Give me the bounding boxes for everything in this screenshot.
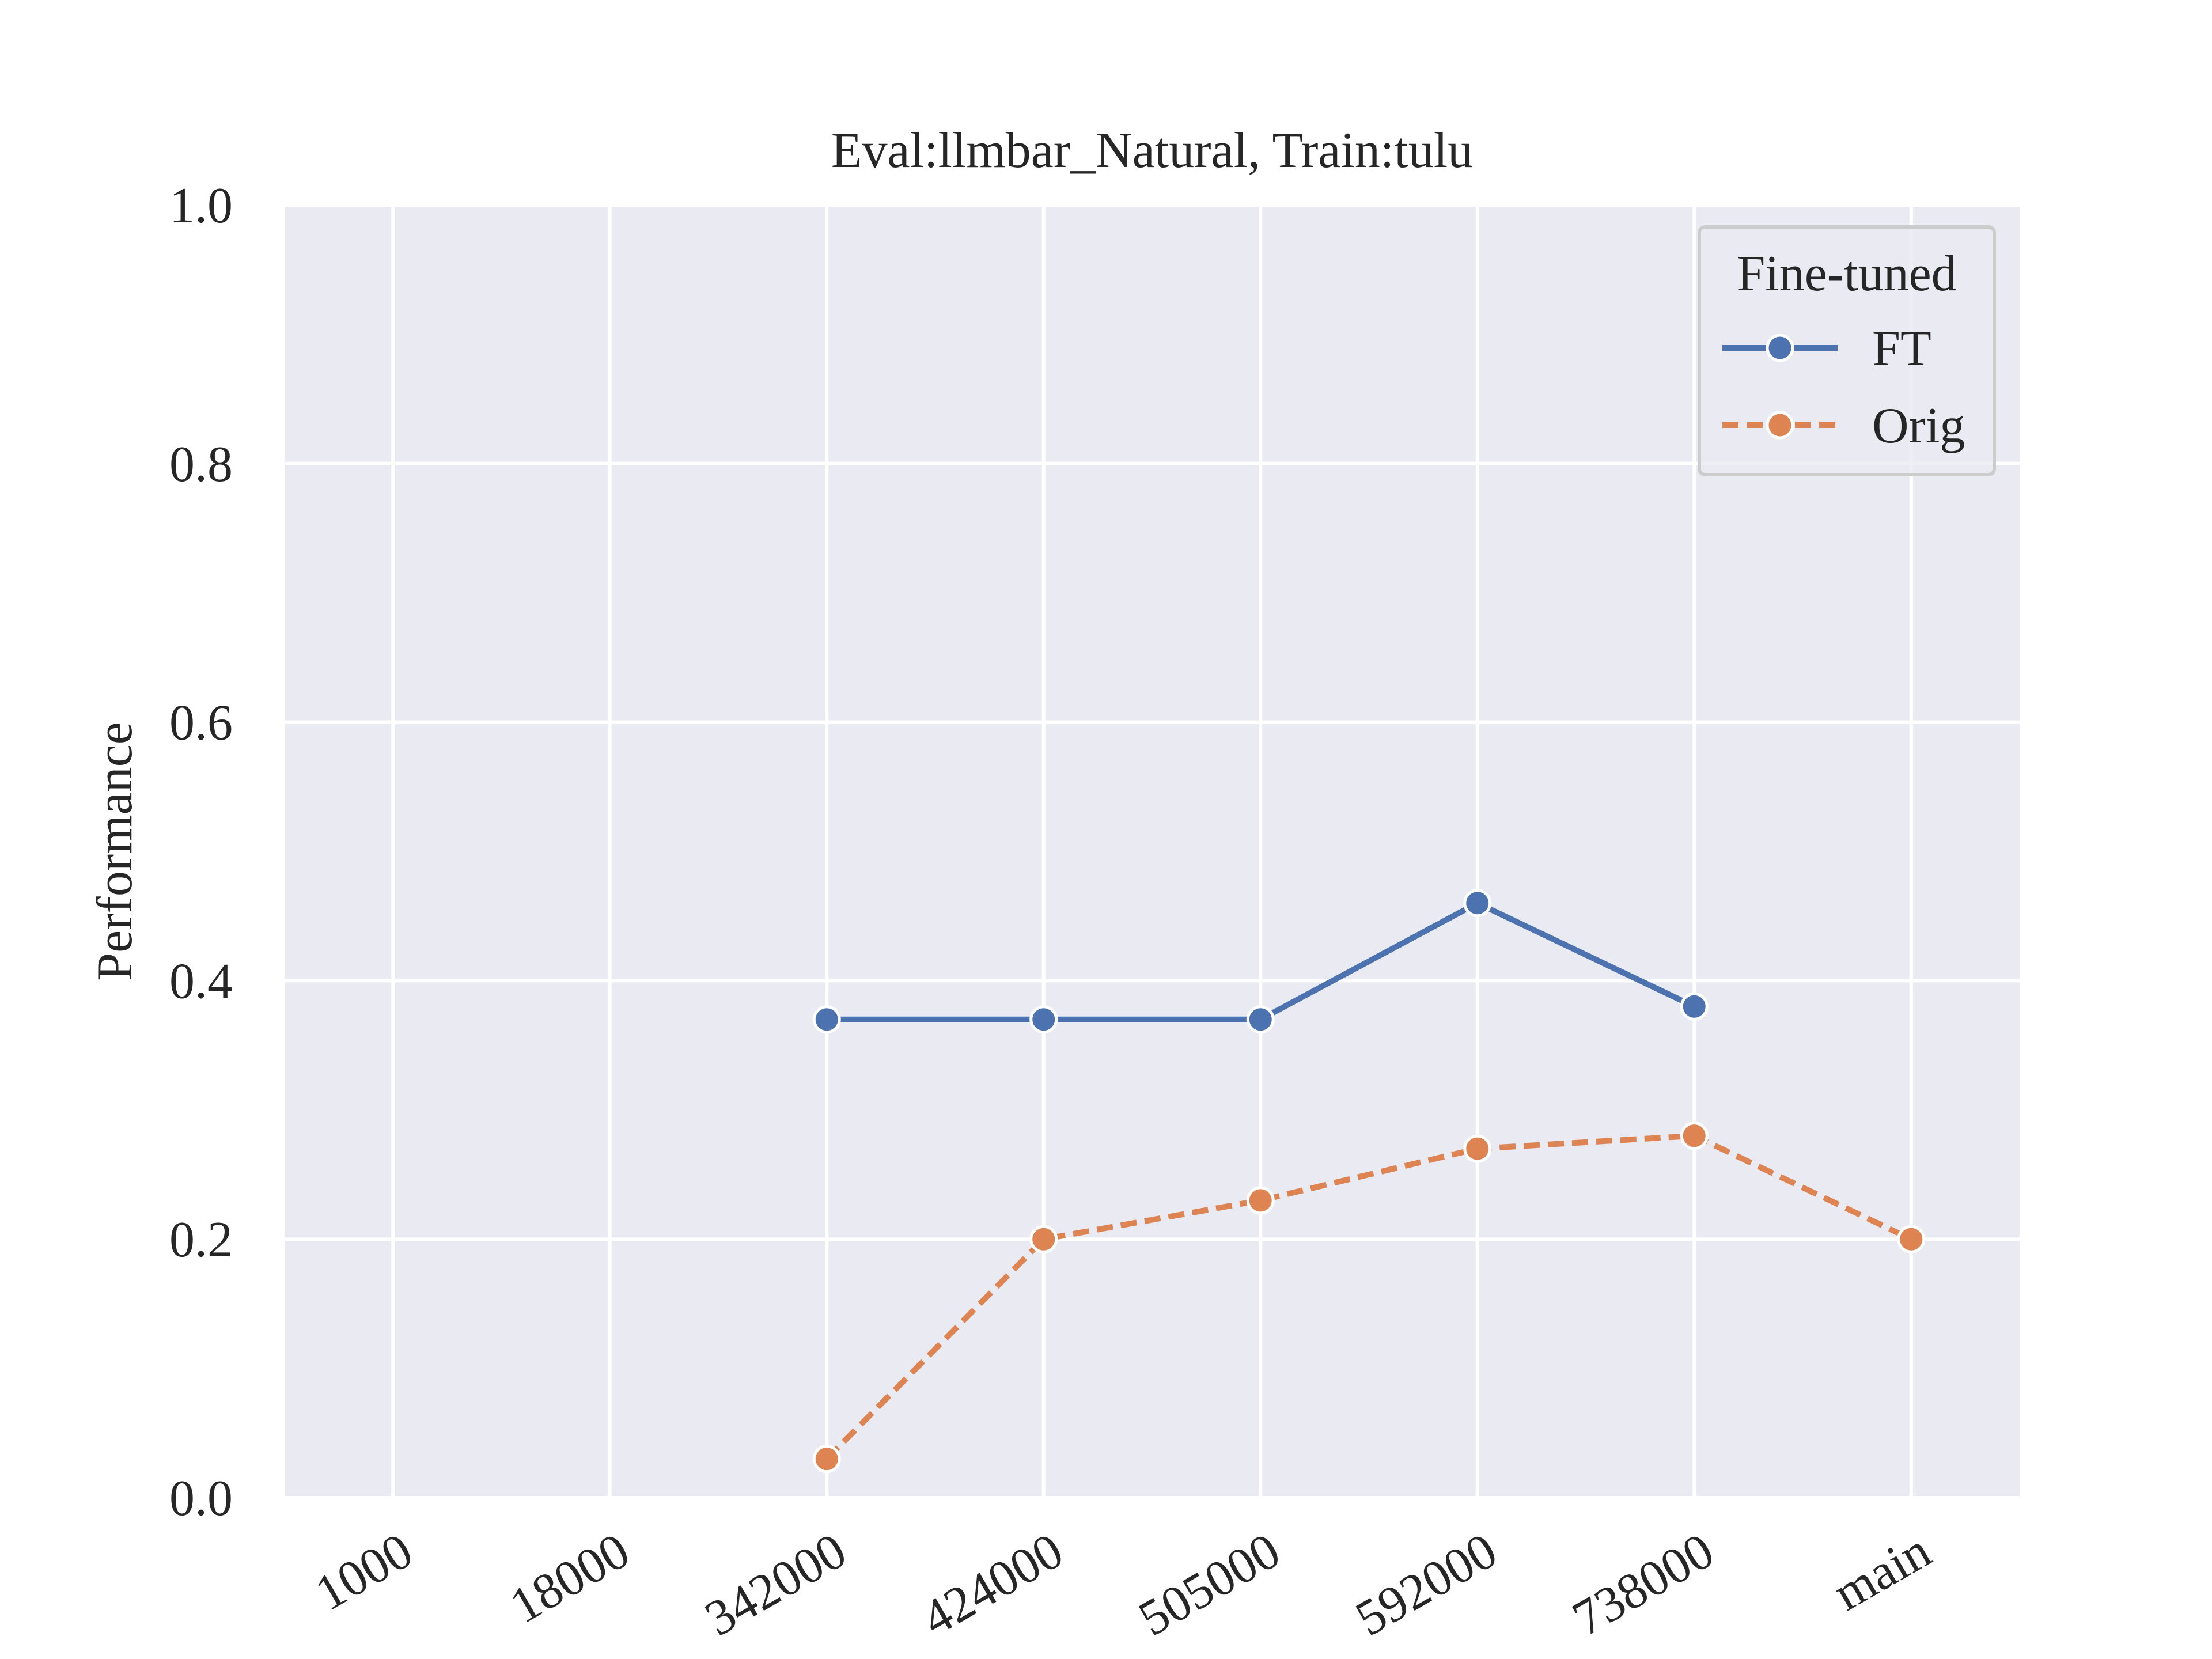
y-axis-label: Performance: [87, 722, 143, 981]
data-point-orig: [1463, 1134, 1492, 1163]
legend-items: FT Orig: [1722, 321, 1965, 454]
series-layer: [812, 889, 1926, 1474]
legend-marker-ft: [1766, 334, 1794, 362]
chart-title: Eval:llmbar_Natural, Train:tulu: [831, 123, 1474, 179]
legend-label-ft: FT: [1872, 321, 1931, 377]
grid-lines: [285, 203, 2020, 1499]
y-tick-label: 1.0: [169, 178, 233, 234]
legend-marker-orig: [1766, 411, 1794, 440]
legend-label-orig: Orig: [1872, 398, 1965, 454]
y-tick-label: 0.6: [169, 695, 233, 751]
data-point-ft: [1463, 889, 1492, 918]
data-point-orig: [1897, 1225, 1926, 1253]
data-point-orig: [1246, 1186, 1275, 1215]
y-tick-label: 0.4: [169, 953, 233, 1009]
data-point-orig: [1029, 1225, 1058, 1253]
data-point-ft: [1246, 1005, 1275, 1034]
data-point-ft: [1029, 1005, 1058, 1034]
data-point-orig: [812, 1445, 841, 1474]
y-tick-label: 0.8: [169, 437, 233, 493]
y-tick-label: 0.0: [169, 1471, 233, 1527]
legend[interactable]: Fine-tuned FT Orig: [1698, 225, 1996, 476]
data-point-ft: [812, 1005, 841, 1034]
data-point-ft: [1680, 992, 1709, 1021]
y-tick-labels: 0.0 0.2 0.4 0.6 0.8 1.0: [169, 178, 233, 1527]
y-tick-label: 0.2: [169, 1212, 233, 1268]
legend-box: [1698, 225, 1996, 476]
legend-title: Fine-tuned: [1737, 246, 1956, 302]
data-point-orig: [1680, 1122, 1709, 1150]
series-line-orig: [824, 1132, 1912, 1461]
